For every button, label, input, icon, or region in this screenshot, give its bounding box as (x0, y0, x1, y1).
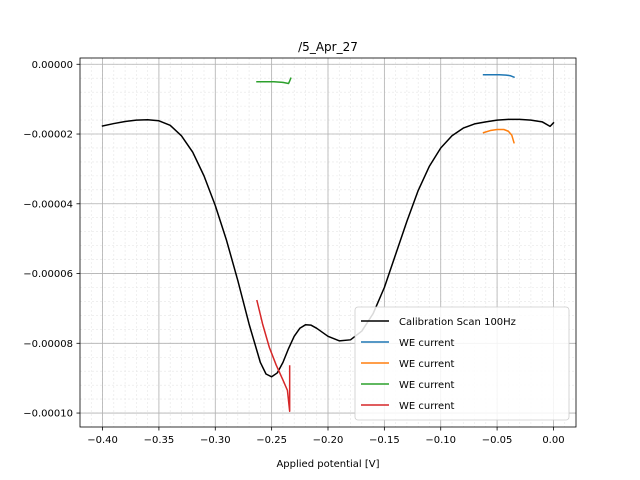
x-tick-label: −0.40 (87, 435, 118, 446)
x-tick-label: −0.35 (144, 435, 175, 446)
legend-entry-label: WE current (399, 380, 455, 391)
legend-entry-label: WE current (399, 359, 455, 370)
legend-entry-label: WE current (399, 338, 455, 349)
y-tick-label: −0.00004 (23, 199, 73, 210)
x-tick-label: −0.05 (482, 435, 513, 446)
x-tick-label: −0.15 (369, 435, 400, 446)
legend-entry-label: Calibration Scan 100Hz (399, 317, 516, 328)
chart-title: /5_Apr_27 (298, 40, 358, 54)
y-tick-label: −0.00010 (23, 409, 73, 420)
y-tick-label: −0.00002 (23, 130, 73, 141)
x-tick-label: −0.20 (313, 435, 344, 446)
x-tick-label: −0.30 (200, 435, 231, 446)
x-axis: −0.40 −0.35 −0.30 −0.25 −0.20 −0.15 −0.10 −0.05… (87, 427, 565, 446)
series-line (101, 118, 555, 378)
y-tick-label: 0.00000 (32, 60, 73, 71)
series-line (256, 299, 291, 413)
legend: Calibration Scan 100Hz WE current WE curre… (354, 306, 570, 421)
series-line (482, 128, 515, 144)
x-axis-label: Applied potential [V] (276, 459, 379, 470)
x-tick-label: 0.00 (542, 435, 564, 446)
legend-entry-label: WE current (399, 401, 455, 412)
legend-box (354, 306, 570, 421)
x-tick-label: −0.25 (256, 435, 287, 446)
y-tick-label: −0.00006 (23, 269, 73, 280)
series-line (256, 77, 292, 85)
series-line (482, 73, 515, 79)
series-layer (101, 73, 555, 413)
x-tick-label: −0.10 (425, 435, 456, 446)
y-axis: 0.00000 −0.00002 −0.00004 −0.00006 −0.00008 −… (23, 60, 80, 420)
y-tick-label: −0.00008 (23, 339, 73, 350)
